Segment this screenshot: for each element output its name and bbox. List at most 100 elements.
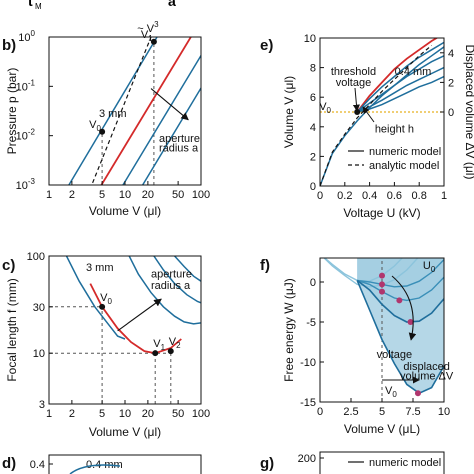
voltage-arrow — [391, 275, 417, 341]
y2-tick-label: 0 — [448, 107, 454, 119]
panel-label-g: g) — [260, 455, 274, 472]
x-tick-label: 0.2 — [337, 190, 352, 202]
y-tick-label: 6 — [310, 92, 316, 104]
point-label: V1 — [141, 29, 153, 43]
y-tick-label: -10 — [300, 357, 316, 369]
x-tick-label: 100 — [192, 189, 210, 201]
y-tick-label: -5 — [306, 317, 316, 329]
series-3mm — [100, 37, 192, 185]
energy-point — [379, 272, 385, 279]
panel-label-d: d) — [2, 455, 16, 472]
top-fragment-left: t — [28, 0, 33, 9]
legend-label: numeric model — [369, 457, 441, 469]
series-line — [153, 256, 201, 304]
series-line — [356, 41, 444, 113]
panel-label-e: e) — [260, 37, 273, 54]
annotation: radius a — [159, 142, 199, 154]
x-tick-label: 5 — [99, 189, 105, 201]
series-line — [174, 256, 201, 282]
y-tick-label: 10 — [304, 33, 316, 45]
panel-b: b) 1 2 5 10 20 50 100 10-3 10-2 10-1 100 V0 V1 3 mm ~ V… — [2, 20, 210, 218]
arrow — [150, 88, 189, 121]
x-tick-label: 0.4 — [362, 190, 377, 202]
height-arrow — [362, 106, 375, 123]
threshold-arrow — [352, 87, 360, 112]
y2-tick-label: 2 — [448, 77, 454, 89]
point-label: V0 — [100, 292, 112, 306]
annotation: aperture — [151, 269, 192, 281]
y-tick-label: 0 — [310, 277, 316, 289]
energy-curve — [356, 279, 444, 323]
series-line — [320, 44, 432, 186]
x-tick-label: 1 — [441, 190, 447, 202]
annotation: threshold — [331, 66, 376, 78]
series-line — [141, 86, 201, 185]
top-fragment: t M a — [28, 0, 176, 11]
annotation: voltage — [336, 77, 371, 89]
x-tick-label: 0.6 — [387, 190, 402, 202]
series-line — [68, 37, 158, 185]
series-line — [122, 54, 201, 185]
y-tick-label: 2 — [310, 151, 316, 163]
y2-tick-label: 4 — [448, 48, 454, 60]
top-fragment-mid: a — [168, 0, 176, 9]
series-line — [320, 46, 444, 186]
x-tick-label: 10 — [438, 406, 450, 418]
x-tick-label: 2 — [69, 189, 75, 201]
energy-point — [396, 297, 403, 304]
plot-area-c — [49, 256, 201, 404]
energy-curve — [357, 259, 444, 288]
y-tick-label: 0.4 — [30, 459, 45, 471]
top-fragment-left-sub: M — [35, 2, 42, 11]
y-axis-label: Volume V (μl) — [282, 76, 296, 148]
y-tick-label: 3 — [39, 399, 45, 411]
x-tick-label: 50 — [172, 408, 184, 420]
y-tick-label: 10 — [33, 348, 45, 360]
plot-area-b — [68, 37, 201, 185]
x-tick-label: 1 — [46, 189, 52, 201]
series-0.4mm — [356, 38, 439, 113]
x-axis-label: Volume V (μL) — [344, 422, 420, 436]
energy-point — [414, 390, 421, 397]
y-tick-label: 10-1 — [16, 78, 36, 93]
series-line — [357, 75, 444, 113]
data-point — [99, 128, 106, 135]
data-point — [99, 303, 106, 310]
energy-point — [379, 281, 385, 288]
point-label: V0 — [89, 119, 101, 133]
series-line — [356, 66, 444, 113]
panel-label-c: c) — [2, 257, 15, 274]
y-tick-label: 10-3 — [16, 177, 36, 192]
annotation: ~ V3 — [137, 20, 159, 35]
annotation: U0 — [423, 260, 436, 274]
plot-area-e — [320, 38, 444, 186]
energy-curve — [356, 280, 444, 395]
x-tick-label: 10 — [119, 408, 131, 420]
annotation: displaced — [403, 361, 449, 373]
x-tick-label: 0 — [317, 406, 323, 418]
series-3mm — [89, 283, 182, 355]
point-label: V1 — [153, 338, 165, 352]
panel-g: g) 200 numeric model — [260, 451, 445, 474]
data-point — [150, 38, 157, 45]
series-line — [128, 256, 201, 325]
plot-frame — [48, 454, 202, 474]
x-axis-label: Voltage U (kV) — [343, 206, 420, 220]
y-tick-label: -15 — [300, 397, 316, 409]
x-tick-label: 0.8 — [412, 190, 427, 202]
series-label-3mm: 3 mm — [86, 262, 114, 274]
panel-label-f: f) — [260, 257, 270, 274]
y-tick-label: 100 — [27, 251, 45, 263]
x-tick-label: 1 — [46, 408, 52, 420]
x-tick-label: 2 — [69, 408, 75, 420]
plot-frame — [319, 451, 445, 474]
point-label: V0 — [319, 101, 331, 115]
x-tick-label: 2.5 — [343, 406, 358, 418]
data-point — [167, 348, 174, 355]
x-tick-label: 100 — [192, 408, 210, 420]
y-axis-label: Focal length f (mm) — [5, 278, 19, 381]
y-tick-label: 10-2 — [16, 128, 36, 143]
data-point — [152, 350, 159, 357]
v0-label: V0 — [385, 385, 397, 399]
